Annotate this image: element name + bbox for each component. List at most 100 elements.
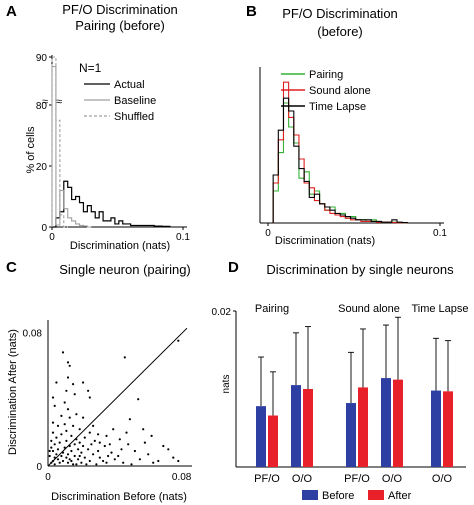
panel-c-point: [123, 356, 126, 359]
panel-c-point: [92, 424, 95, 427]
panel-c-point: [133, 449, 136, 453]
panel-c-point: [172, 456, 175, 459]
panel-c-point: [108, 443, 111, 446]
panel-c-point: [83, 436, 86, 439]
panel-a-axis-break-mark: ≈: [42, 96, 48, 108]
panel-c-point: [112, 428, 115, 431]
panel-c-point: [65, 456, 68, 459]
panel-c-point: [177, 339, 180, 342]
panel-c-point: [98, 441, 101, 444]
panel-b-x-tick-label: 0.1: [433, 228, 447, 239]
panel-c-point: [55, 381, 58, 384]
panel-c-point: [128, 418, 131, 421]
panel-c-point: [50, 439, 53, 442]
panel-c-point: [72, 424, 75, 427]
panel-d-category-label: PF/O: [254, 473, 280, 485]
panel-c-point: [142, 428, 145, 431]
panel-c-point: [77, 458, 80, 461]
panel-c-point: [143, 441, 146, 444]
panel-a-y-tick-label: 20: [36, 162, 48, 173]
panel-c-point: [53, 443, 56, 446]
panel-c-point: [105, 434, 108, 437]
panel-c-point: [130, 463, 133, 466]
panel-c-point: [82, 381, 85, 384]
panel-c-point: [77, 448, 80, 451]
panel-c-point: [51, 449, 55, 453]
panel-d-category-label: O/O: [382, 473, 403, 485]
panel-c-point: [50, 461, 53, 464]
panel-d-bar-after: [393, 379, 403, 467]
panel-c-point: [68, 444, 71, 448]
panel-d-category-label: O/O: [292, 473, 313, 485]
panel-d-legend-swatch: [302, 490, 318, 500]
panel-c-point: [48, 454, 51, 458]
panel-c-point: [61, 459, 65, 463]
panel-c-point: [157, 459, 160, 463]
panel-c-point: [82, 416, 85, 419]
panel-c-point: [55, 436, 58, 439]
panel-c-point: [50, 446, 53, 449]
panel-c-point: [60, 433, 63, 436]
panel-c-point: [66, 453, 70, 456]
panel-c-point: [63, 423, 66, 426]
panel-c-point: [63, 401, 66, 404]
panel-c-point: [70, 434, 73, 437]
panel-c-point: [88, 459, 91, 463]
panel-c-xlabel: Discrimination Before (nats): [51, 491, 187, 503]
panel-c-point: [80, 451, 83, 454]
panel-c-point: [53, 404, 56, 407]
panel-d-category-label: PF/O: [344, 473, 370, 485]
panel-c-plot-area: 0 0.08 0 0.08: [23, 320, 192, 483]
panel-c-point: [56, 448, 60, 451]
panel-c-y-tick-label: 0: [36, 462, 42, 473]
panel-c-point: [65, 429, 68, 432]
panel-d-bar-before: [291, 385, 301, 467]
panel-c-point: [113, 458, 116, 461]
panel-c-point: [48, 449, 51, 453]
panel-a-title-line1: PF/O Discrimination: [62, 2, 178, 17]
panel-d-legend-label: Before: [322, 490, 354, 502]
panel-c-point: [68, 458, 71, 461]
panel-c-point: [68, 364, 71, 367]
panel-c-point: [75, 438, 78, 441]
panel-c-point: [97, 433, 100, 436]
panel-c-point: [72, 463, 75, 466]
panel-c-point: [118, 438, 121, 441]
panel-d-ylabel: nats: [221, 375, 232, 394]
panel-c-point: [107, 454, 110, 458]
panel-c-point: [53, 463, 56, 466]
panel-c-point: [167, 448, 170, 451]
panel-c-point: [51, 431, 55, 434]
panel-c-point: [72, 383, 75, 386]
panel-c-point: [150, 434, 153, 437]
panel-c-point: [102, 459, 105, 463]
panel-a-axis-break-mark: ≈: [56, 96, 62, 108]
panel-c-point: [51, 459, 55, 463]
panel-c-point: [60, 454, 63, 458]
panel-c-point: [70, 449, 73, 453]
panel-d-title: Discrimination by single neurons: [266, 262, 454, 277]
panel-a-x-tick-label: 0.1: [176, 232, 190, 243]
panel-c-point: [68, 416, 71, 419]
panel-c-ylabel: Discrimination After (nats): [7, 329, 19, 455]
panel-d-legend-swatch: [368, 490, 384, 500]
panel-c-point: [90, 443, 93, 446]
panel-d-bar-after: [443, 391, 453, 467]
panel-c-point: [103, 444, 106, 448]
panel-c-point: [78, 441, 81, 444]
panel-c-point: [88, 431, 91, 434]
panel-c-point: [152, 461, 155, 464]
panel-c-point: [137, 398, 140, 401]
panel-c-point: [80, 461, 83, 464]
panel-a-y-tick-label: 80: [36, 101, 48, 112]
panel-c-point: [58, 461, 61, 464]
panel-d-group-label: Sound alone: [338, 303, 400, 315]
panel-d-bar-after: [358, 387, 368, 467]
panel-a-x-tick-label: 0: [49, 232, 55, 243]
panel-c-point: [120, 448, 123, 451]
panel-c: C Single neuron (pairing) Discrimination…: [6, 259, 192, 503]
panel-c-point: [55, 453, 58, 456]
panel-b-legend-label: Time Lapse: [309, 101, 366, 113]
panel-c-point: [75, 413, 78, 416]
